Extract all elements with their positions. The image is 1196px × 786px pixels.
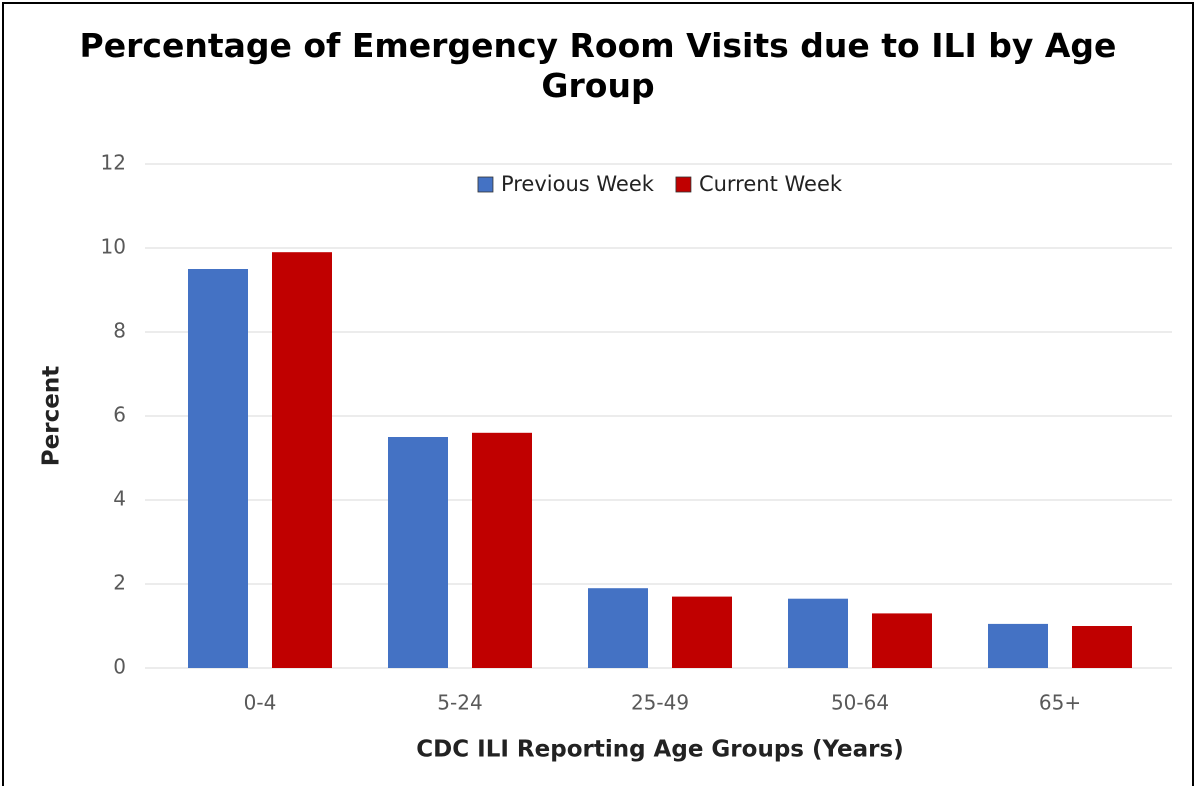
x-tick-label: 65+ (1039, 691, 1081, 715)
x-tick-label: 0-4 (244, 691, 277, 715)
legend-swatch (477, 176, 494, 193)
y-tick-label: 6 (113, 403, 126, 427)
bar (1072, 626, 1132, 668)
x-axis-label: CDC ILI Reporting Age Groups (Years) (416, 737, 903, 763)
bar (988, 623, 1048, 668)
y-tick-label: 4 (113, 487, 126, 511)
bar (388, 437, 448, 668)
bar (588, 588, 648, 668)
x-tick-label: 50-64 (831, 691, 889, 715)
y-tick-label: 2 (113, 571, 126, 595)
bar (872, 613, 932, 668)
x-tick-label: 5-24 (437, 691, 482, 715)
legend-label: Previous Week (501, 172, 655, 196)
x-tick-label: 25-49 (631, 691, 689, 715)
y-axis-label: Percent (39, 366, 65, 466)
y-tick-label: 12 (101, 151, 126, 175)
bar (672, 596, 732, 668)
bar (188, 269, 248, 668)
y-tick-label: 0 (113, 655, 126, 679)
chart-title: Percentage of Emergency Room Visits due … (79, 26, 1117, 105)
bar (472, 432, 532, 668)
y-tick-label: 8 (113, 319, 126, 343)
y-tick-label: 10 (101, 235, 126, 259)
bar (272, 252, 332, 668)
legend-swatch (675, 176, 692, 193)
bar (788, 598, 848, 668)
legend-label: Current Week (699, 172, 843, 196)
